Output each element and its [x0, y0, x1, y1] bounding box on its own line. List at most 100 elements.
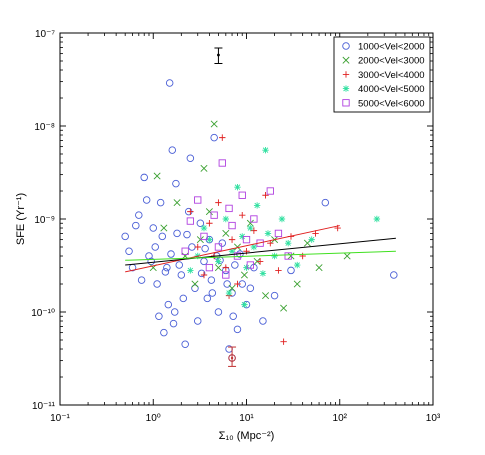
data-point: [259, 317, 267, 325]
data-point: [266, 187, 274, 195]
legend-marker: [342, 85, 350, 92]
legend-item-2: 2000<Vel<3000: [342, 56, 425, 67]
y-tick-label: 10⁻⁹: [34, 215, 55, 226]
data-point: [239, 211, 246, 219]
legend-marker: [342, 71, 350, 78]
legend-label: 2000<Vel<3000: [358, 56, 425, 67]
data-point: [233, 243, 241, 251]
data-point: [125, 247, 133, 256]
data-point: [135, 211, 143, 219]
data-point: [271, 252, 278, 260]
data-point: [181, 340, 189, 349]
data-point: [179, 294, 188, 303]
data-point: [219, 134, 226, 141]
data-point: [208, 289, 217, 297]
error-bar-center: [230, 356, 234, 360]
data-point: [173, 229, 181, 238]
x-tick-label: 10³: [426, 413, 441, 424]
data-point: [390, 271, 398, 279]
legend-marker: [342, 42, 350, 50]
data-point: [188, 243, 196, 251]
data-point: [160, 224, 168, 232]
legend-marker: [342, 56, 350, 64]
data-point: [169, 319, 178, 328]
data-point: [196, 219, 205, 228]
data-point: [225, 289, 233, 297]
legend: 1000<Vel<2000 2000<Vel<3000 3000<Vel<4000 4…: [333, 36, 431, 113]
data-point: [247, 224, 254, 232]
data-point: [160, 328, 168, 337]
data-point: [203, 294, 212, 303]
data-point: [274, 229, 283, 238]
y-tick-label: 10⁻⁸: [34, 122, 55, 133]
data-point: [147, 257, 155, 266]
data-point: [132, 221, 140, 230]
data-point: [173, 199, 181, 207]
data-point: [177, 271, 186, 279]
data-point: [200, 232, 208, 241]
data-point: [246, 284, 255, 293]
data-point: [181, 247, 189, 255]
data-point: [121, 232, 129, 241]
data-point: [153, 280, 161, 288]
data-point: [343, 252, 351, 260]
legend-label: 1000<Vel<2000: [358, 42, 425, 53]
data-point: [194, 243, 201, 251]
data-point: [183, 230, 191, 239]
data-point: [215, 199, 222, 206]
data-point: [262, 192, 269, 199]
series-2: [149, 120, 351, 312]
data-point: [228, 284, 236, 292]
fit-line-1: [125, 225, 340, 273]
data-point: [214, 264, 222, 272]
data-point: [293, 280, 301, 288]
data-point: [250, 243, 258, 251]
data-point: [246, 261, 255, 269]
data-point: [373, 215, 381, 223]
legend-label: 4000<Vel<5000: [358, 84, 425, 95]
data-point: [234, 183, 241, 191]
x-tick-label: 10⁻¹: [50, 413, 70, 424]
data-point: [191, 284, 199, 293]
data-point: [200, 271, 208, 279]
data-point: [167, 250, 175, 258]
data-point: [156, 198, 165, 207]
data-point: [200, 257, 208, 266]
error-bar-1: [214, 47, 223, 64]
data-point: [228, 236, 236, 243]
data-point: [243, 264, 250, 271]
data-point: [214, 243, 223, 251]
data-point: [149, 224, 157, 232]
data-point: [294, 261, 301, 269]
data-point: [284, 252, 292, 260]
data-point: [270, 291, 279, 300]
y-tick-label: 10⁻¹¹: [32, 401, 56, 412]
plot-area: [121, 47, 398, 367]
error-bar-2: [228, 346, 237, 367]
data-point: [140, 173, 148, 182]
x-axis-label: Σ₁₀ (Mpc⁻²): [219, 430, 275, 442]
data-point: [223, 280, 231, 288]
legend-item-5: 5000<Vel<6000: [342, 98, 425, 109]
x-tick-label: 10⁰: [146, 413, 161, 424]
data-point: [201, 244, 209, 253]
data-point: [222, 229, 230, 237]
data-point: [321, 198, 330, 207]
error-bar-point: [228, 354, 236, 362]
data-point: [151, 243, 159, 251]
legend-box: [333, 36, 431, 113]
data-point: [222, 215, 230, 223]
data-point: [240, 271, 248, 279]
x-tick-label: 10²: [333, 413, 348, 424]
legend-item-1: 1000<Vel<2000: [342, 42, 425, 53]
legend-item-4: 4000<Vel<5000: [342, 84, 425, 95]
data-point: [222, 271, 230, 279]
data-point: [229, 312, 237, 321]
data-point: [206, 220, 213, 227]
data-point: [253, 202, 261, 209]
axes: 10⁻¹ 10⁰ 10¹ 10² 10³ 10⁻¹¹ 10⁻¹⁰ 10⁻⁹ 10⁻⁸ 10⁻⁷ Σ₁…: [15, 29, 441, 442]
data-point: [218, 159, 226, 167]
data-point: [205, 208, 213, 216]
data-point: [278, 215, 286, 223]
